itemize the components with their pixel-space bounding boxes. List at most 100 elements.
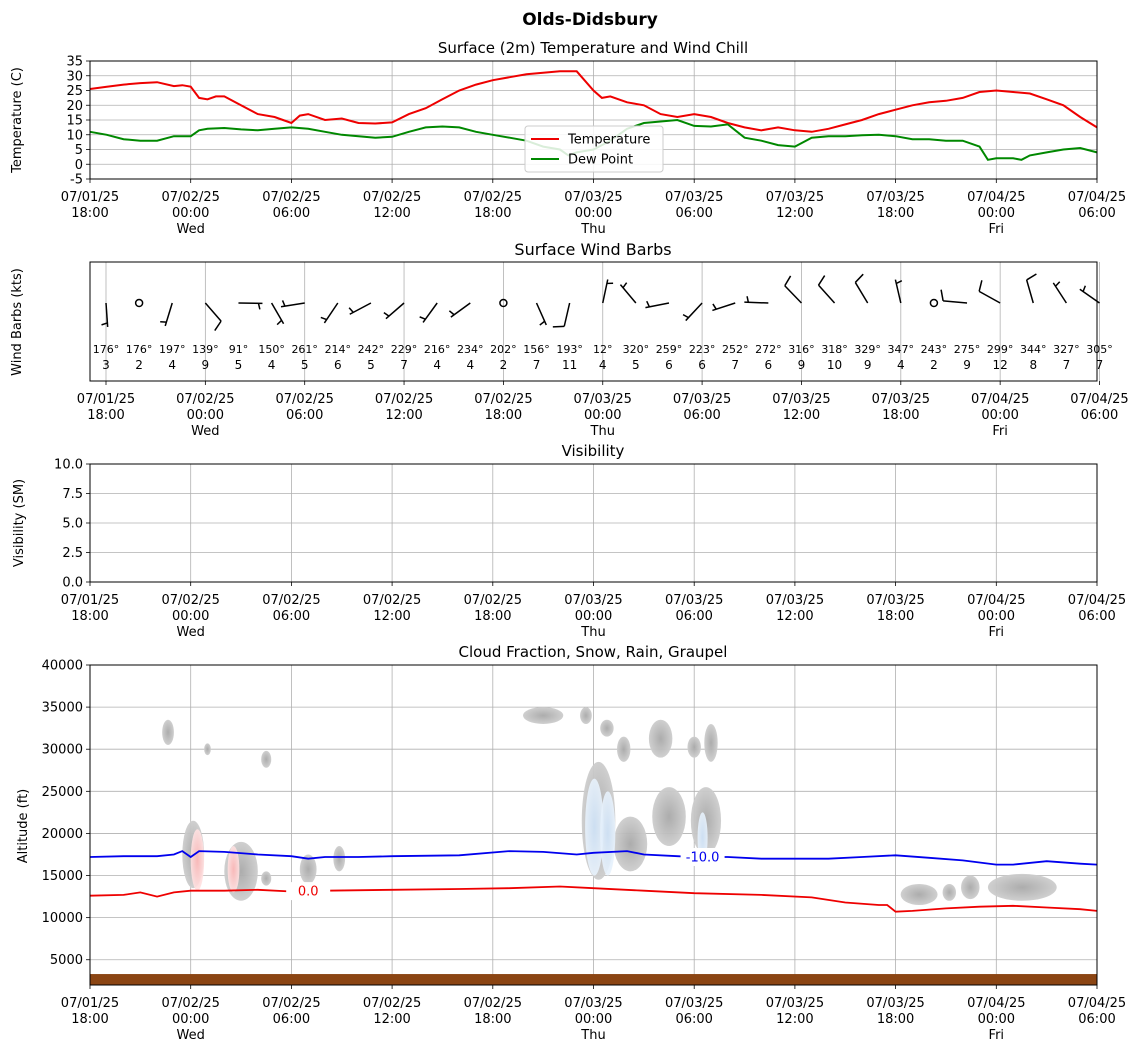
x-tick-date: 07/02/25 — [162, 996, 220, 1011]
x-tick-time: 00:00 — [575, 206, 612, 221]
barb-shaft — [602, 279, 609, 304]
barb-speed-label: 5 — [632, 358, 640, 372]
barb-speed-label: 5 — [367, 358, 375, 372]
barb-full — [784, 275, 792, 287]
x-tick-date: 07/01/25 — [61, 593, 119, 608]
barb-speed-label: 4 — [168, 358, 176, 372]
x-tick-time: 12:00 — [385, 408, 422, 423]
x-tick-date: 07/04/25 — [1068, 996, 1126, 1011]
isotherm-label-bg — [286, 882, 331, 901]
barb-direction-label: 229° — [391, 343, 418, 356]
barb-shaft — [943, 300, 968, 304]
wind-barb — [160, 302, 173, 327]
barb-half — [895, 280, 903, 285]
barb-full — [214, 320, 222, 332]
y-tick-label: 30000 — [42, 743, 83, 758]
barb-full — [978, 280, 983, 292]
barb-speed-label: 11 — [562, 358, 577, 372]
y-tick-label: 5 — [75, 143, 83, 158]
x-tick-time: 12:00 — [776, 609, 813, 624]
y-tick-label: 10000 — [42, 911, 83, 926]
barb-half — [1082, 285, 1087, 292]
x-tick-time: 00:00 — [575, 609, 612, 624]
barb-speed-label: 10 — [827, 358, 842, 372]
wind-barb — [204, 302, 222, 332]
x-tick-time: 06:00 — [273, 609, 310, 624]
wind-barb — [101, 302, 109, 327]
x-tick-time: 18:00 — [474, 609, 511, 624]
x-tick-day: Wed — [177, 1028, 205, 1043]
figure-title: Olds-Didsbury — [522, 10, 658, 30]
calm-circle — [499, 298, 508, 308]
x-tick-time: 00:00 — [981, 408, 1018, 423]
cloud-region — [299, 854, 317, 884]
x-tick-time: 00:00 — [172, 206, 209, 221]
wind-barb — [320, 302, 339, 324]
x-tick-date: 07/03/25 — [564, 593, 622, 608]
x-tick-date: 07/03/25 — [564, 190, 622, 205]
x-tick-date: 07/02/25 — [276, 392, 334, 407]
barb-direction-label: 214° — [325, 343, 352, 356]
y-tick-label: 5.0 — [62, 517, 83, 532]
snow-region — [600, 791, 616, 876]
temperature-x-ticks: 07/01/2518:0007/02/2500:00Wed07/02/2506:… — [61, 179, 1126, 237]
x-tick-date: 07/04/25 — [1070, 392, 1128, 407]
wind-barbs-panel: Surface Wind Barbs Wind Barbs (kts) 176°… — [10, 240, 1129, 439]
x-tick-date: 07/03/25 — [574, 392, 632, 407]
barb-half — [622, 282, 628, 289]
barb-speed-label: 4 — [433, 358, 441, 372]
x-tick-date: 07/01/25 — [77, 392, 135, 407]
snow-region — [585, 778, 604, 876]
x-tick-time: 00:00 — [575, 1012, 612, 1027]
barb-direction-label: 329° — [854, 343, 881, 356]
visibility-panel-title: Visibility — [562, 442, 625, 460]
y-tick-label: 7.5 — [62, 487, 83, 502]
y-tick-label: -5 — [70, 173, 83, 188]
barb-half — [419, 316, 426, 320]
barb-half — [746, 296, 750, 303]
cloud-region — [900, 883, 938, 905]
x-tick-date: 07/03/25 — [772, 392, 830, 407]
wind-barb — [448, 302, 471, 318]
x-tick-time: 12:00 — [776, 206, 813, 221]
temperature-panel-title: Surface (2m) Temperature and Wind Chill — [438, 39, 748, 57]
y-tick-label: 35000 — [42, 701, 83, 716]
wind-barb — [419, 302, 438, 323]
temperature-panel: Surface (2m) Temperature and Wind Chill … — [10, 39, 1126, 237]
x-tick-time: 18:00 — [87, 408, 124, 423]
isotherm-line — [90, 850, 1097, 866]
x-tick-date: 07/03/25 — [866, 190, 924, 205]
wind-barb — [1052, 281, 1068, 304]
x-tick-date: 07/04/25 — [971, 392, 1029, 407]
wind-barb — [383, 302, 405, 320]
x-tick-time: 06:00 — [675, 1012, 712, 1027]
barb-speed-label: 9 — [963, 358, 971, 372]
rain-region — [227, 846, 240, 893]
x-tick-day: Fri — [989, 625, 1005, 640]
barb-speed-label: 9 — [798, 358, 806, 372]
wind-barb — [602, 279, 614, 304]
barb-direction-label: 327° — [1053, 343, 1080, 356]
x-tick-date: 07/02/25 — [162, 190, 220, 205]
wind-barbs: 176° 3 176° 2 197° 4 139° 9 91° 5 150° 4 261° 5 214° 6 2… — [93, 273, 1113, 372]
wind-barb — [238, 302, 263, 310]
cloud-region — [580, 707, 592, 724]
temperature-y-axis-label: Temperature (C) — [10, 67, 25, 174]
barb-speed-label: 4 — [599, 358, 607, 372]
x-tick-time: 12:00 — [776, 1012, 813, 1027]
x-tick-time: 06:00 — [675, 609, 712, 624]
barb-direction-label: 242° — [358, 343, 385, 356]
barb-shaft — [204, 302, 222, 322]
barb-half — [646, 300, 651, 308]
barb-direction-label: 344° — [1020, 343, 1047, 356]
x-tick-date: 07/03/25 — [866, 593, 924, 608]
x-tick-time: 06:00 — [675, 206, 712, 221]
x-tick-date: 07/01/25 — [61, 996, 119, 1011]
barb-speed-label: 6 — [765, 358, 773, 372]
x-tick-date: 07/02/25 — [363, 996, 421, 1011]
x-tick-day: Fri — [989, 222, 1005, 237]
cloud-region — [261, 871, 272, 886]
x-tick-date: 07/04/25 — [967, 996, 1025, 1011]
barb-direction-label: 320° — [623, 343, 650, 356]
barb-direction-label: 347° — [888, 343, 915, 356]
